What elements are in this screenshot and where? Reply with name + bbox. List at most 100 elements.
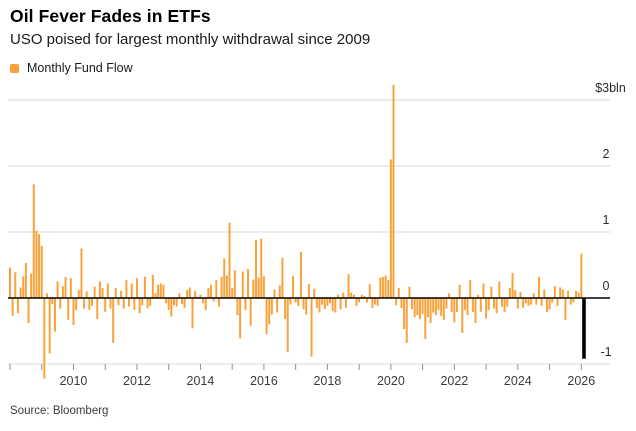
flow-bar [334, 298, 337, 313]
flow-bar [40, 245, 43, 298]
flow-bar [395, 298, 398, 306]
flow-bar [368, 284, 371, 298]
flow-bar [252, 279, 255, 298]
flow-bar [199, 294, 202, 298]
flow-bar [106, 283, 109, 298]
flow-bar [413, 298, 416, 318]
x-axis-label: 2020 [377, 374, 405, 388]
flow-bar [59, 298, 62, 309]
flow-bar [276, 298, 279, 313]
flow-bar [458, 284, 461, 298]
flow-bar [329, 298, 332, 304]
flow-bar [374, 298, 377, 305]
flow-bar [474, 298, 477, 324]
flow-bar [577, 292, 580, 298]
flow-bar [207, 288, 210, 298]
flow-bar [440, 298, 443, 316]
flow-bar [381, 276, 384, 298]
flow-bar [487, 298, 490, 310]
flow-bar [315, 298, 318, 308]
flow-bar [326, 298, 329, 306]
flow-bar [228, 222, 231, 298]
flow-bar [466, 298, 469, 316]
flow-bar [30, 273, 33, 298]
flow-bar [281, 257, 284, 298]
flow-bar [257, 277, 260, 298]
flow-bar [567, 290, 570, 298]
flow-bar [233, 270, 236, 298]
flow-bar [299, 251, 302, 298]
flow-bar [403, 298, 406, 330]
flow-bar [527, 298, 530, 306]
flow-bar [434, 298, 437, 316]
flow-bar [424, 298, 427, 339]
flow-bar [231, 288, 234, 298]
flow-bar [278, 285, 281, 298]
flow-bar [508, 288, 511, 298]
flow-bar [46, 293, 49, 298]
flow-bar [220, 276, 223, 298]
flow-bar [154, 293, 157, 298]
flow-bar [371, 298, 374, 308]
flow-bar [519, 292, 522, 298]
flow-bar [479, 298, 482, 312]
flow-bar [93, 286, 96, 298]
flow-bar [469, 280, 472, 298]
flow-bar [19, 287, 22, 298]
flow-bar [376, 298, 379, 306]
flow-bar [514, 290, 517, 298]
flow-bar [535, 298, 538, 305]
flow-bar [262, 276, 265, 298]
flow-bar [339, 298, 342, 310]
flow-bar [64, 276, 67, 298]
flow-bar [53, 298, 56, 332]
flow-bar [188, 287, 191, 298]
flow-bar [442, 298, 445, 320]
flow-bar [437, 298, 440, 310]
flow-bar [172, 298, 175, 306]
flow-bar [498, 281, 501, 298]
flow-bar [135, 278, 138, 298]
flow-bar [32, 184, 35, 298]
flow-bar [80, 248, 83, 298]
flow-bar [564, 298, 567, 320]
y-axis-label: 1 [603, 213, 610, 227]
flow-bar [43, 298, 46, 379]
flow-bar [493, 298, 496, 309]
flow-bar [511, 272, 514, 298]
flow-bar [265, 298, 268, 335]
flow-bar [236, 298, 239, 316]
flow-bar [170, 298, 173, 317]
flow-bar [162, 284, 165, 298]
flow-bar [223, 258, 226, 298]
flow-bar [133, 298, 136, 310]
flow-bar [485, 298, 488, 319]
flow-bar [321, 298, 324, 305]
flow-bar [292, 276, 295, 298]
flow-bar [429, 298, 432, 324]
flow-bar [400, 298, 403, 308]
flow-bar [561, 289, 564, 298]
flow-bar [35, 230, 38, 298]
flow-bar [397, 288, 400, 298]
flow-bar [85, 291, 88, 298]
flow-bar [273, 289, 276, 298]
flow-bar [120, 290, 123, 298]
flow-bar [67, 298, 70, 320]
y-axis-label: 2 [603, 147, 610, 161]
chart-title: Oil Fever Fades in ETFs [10, 6, 211, 26]
flow-bar [516, 298, 519, 309]
flow-bar [9, 267, 11, 298]
flow-bar [450, 298, 453, 312]
y-axis-label: -1 [600, 345, 611, 359]
flow-bar [241, 271, 244, 298]
flow-bar [270, 298, 273, 315]
flow-bar [77, 290, 80, 298]
flow-bar [194, 290, 197, 298]
y-axis-label: $3bln [595, 81, 626, 95]
flow-bar [456, 298, 458, 312]
flow-bar [204, 298, 207, 310]
flow-bar [318, 298, 321, 313]
flow-bar [260, 238, 263, 298]
